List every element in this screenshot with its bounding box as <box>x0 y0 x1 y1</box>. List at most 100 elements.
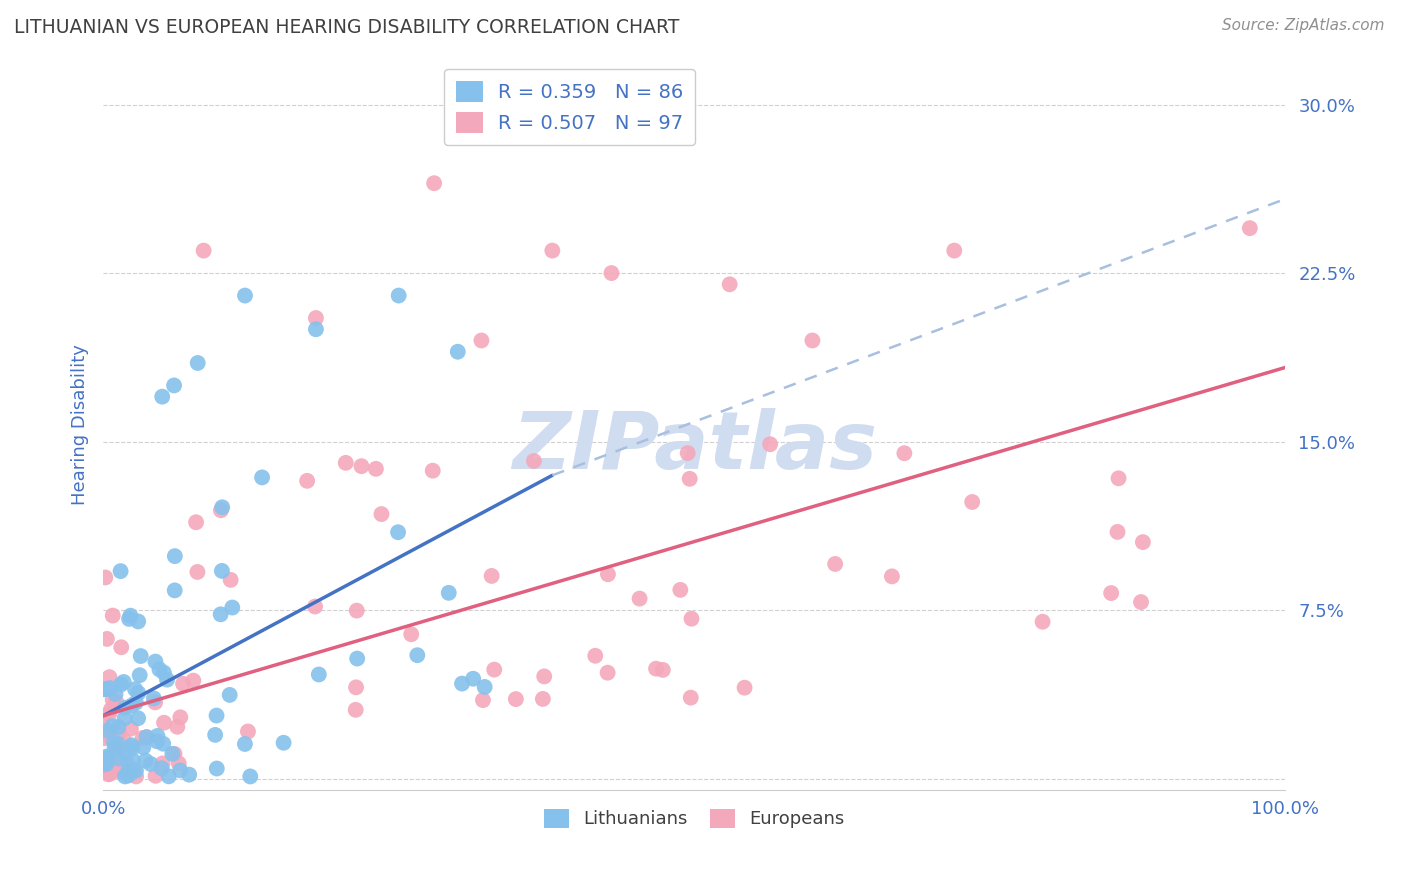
Point <box>103 735 125 749</box>
Point <box>1239 221 1261 235</box>
Point <box>295 474 318 488</box>
Point <box>127 686 149 700</box>
Point <box>167 756 190 771</box>
Point <box>114 700 136 714</box>
Point <box>100 731 122 745</box>
Point <box>364 462 387 476</box>
Point <box>98 670 121 684</box>
Point <box>679 472 702 486</box>
Point <box>533 669 555 683</box>
Point <box>110 677 132 691</box>
Point <box>209 503 232 517</box>
Point <box>596 665 619 680</box>
Point <box>127 711 149 725</box>
Point <box>166 720 188 734</box>
Point <box>305 322 328 336</box>
Point <box>187 356 209 370</box>
Point <box>172 677 194 691</box>
Point <box>153 715 176 730</box>
Point <box>163 378 186 392</box>
Point <box>110 564 132 578</box>
Point <box>1130 595 1153 609</box>
Point <box>93 731 115 746</box>
Point <box>153 665 176 680</box>
Legend: Lithuanians, Europeans: Lithuanians, Europeans <box>537 801 852 836</box>
Point <box>451 676 474 690</box>
Point <box>103 759 125 773</box>
Point <box>139 756 162 771</box>
Point <box>120 722 142 736</box>
Point <box>523 454 546 468</box>
Point <box>103 741 125 756</box>
Point <box>204 728 226 742</box>
Point <box>1032 615 1054 629</box>
Point <box>645 662 668 676</box>
Point <box>105 745 128 759</box>
Point <box>628 591 651 606</box>
Point <box>135 754 157 768</box>
Point <box>346 651 368 665</box>
Point <box>131 731 153 745</box>
Point <box>183 673 205 688</box>
Point <box>406 648 429 663</box>
Point <box>143 695 166 709</box>
Point <box>239 769 262 783</box>
Point <box>304 599 326 614</box>
Point <box>211 500 233 515</box>
Point <box>205 762 228 776</box>
Point <box>114 769 136 783</box>
Point <box>112 675 135 690</box>
Point <box>1108 471 1130 485</box>
Point <box>219 573 242 587</box>
Point <box>145 655 167 669</box>
Point <box>387 525 409 540</box>
Point <box>651 663 673 677</box>
Y-axis label: Hearing Disability: Hearing Disability <box>72 344 89 505</box>
Point <box>101 764 124 779</box>
Point <box>193 244 215 258</box>
Point <box>156 673 179 687</box>
Point <box>600 266 623 280</box>
Point <box>1099 586 1122 600</box>
Point <box>943 244 966 258</box>
Point <box>93 709 115 723</box>
Point <box>101 719 124 733</box>
Point <box>101 608 124 623</box>
Point <box>484 663 506 677</box>
Point <box>681 612 703 626</box>
Point <box>399 627 422 641</box>
Point <box>308 667 330 681</box>
Point <box>94 570 117 584</box>
Point <box>146 734 169 748</box>
Point <box>108 726 131 740</box>
Point <box>718 277 741 292</box>
Point <box>184 515 207 529</box>
Point <box>98 766 121 780</box>
Point <box>583 648 606 663</box>
Point <box>218 688 240 702</box>
Point <box>114 711 136 725</box>
Point <box>163 747 186 761</box>
Point <box>114 755 136 769</box>
Point <box>162 747 184 761</box>
Point <box>117 764 139 778</box>
Point <box>169 710 191 724</box>
Point <box>596 567 619 582</box>
Point <box>110 640 132 655</box>
Point <box>121 698 143 713</box>
Point <box>734 681 756 695</box>
Point <box>118 612 141 626</box>
Point <box>98 681 121 695</box>
Point <box>233 288 256 302</box>
Point <box>96 756 118 771</box>
Point <box>422 464 444 478</box>
Point <box>1107 524 1129 539</box>
Point <box>463 672 485 686</box>
Point <box>120 608 142 623</box>
Point <box>669 582 692 597</box>
Point <box>209 607 232 622</box>
Point <box>169 764 191 778</box>
Point <box>107 737 129 751</box>
Point <box>152 737 174 751</box>
Point <box>105 739 128 754</box>
